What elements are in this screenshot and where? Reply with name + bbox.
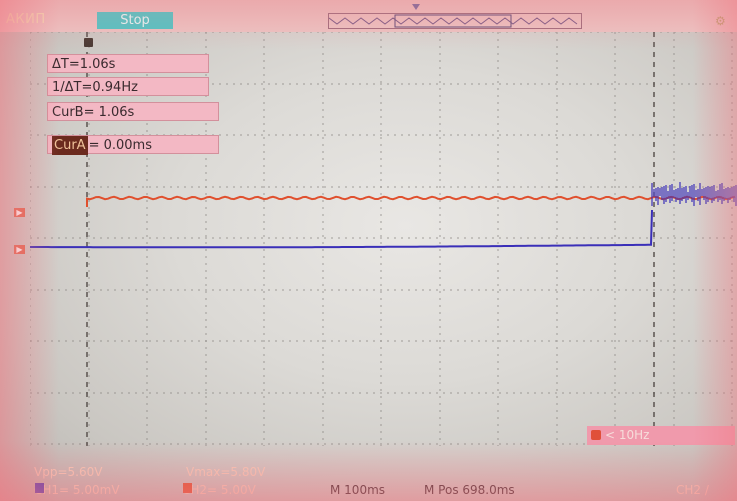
ch1-level-marker[interactable]: ▶ (14, 245, 25, 254)
ch1-swatch-icon (35, 483, 44, 493)
ch2-swatch-icon (183, 483, 192, 493)
inv-delta-t-readout: 1/ΔT=0.94Hz (47, 77, 209, 96)
ch2-trace (86, 195, 736, 207)
cursor-a-readout: CurA = 0.00ms (47, 135, 219, 155)
top-status-bar: АКИП Stop ⚙ (0, 0, 737, 32)
run-stop-button[interactable]: Stop (97, 12, 173, 29)
trigger-source[interactable]: CH2 / (676, 483, 709, 497)
trigger-frequency: < 10Hz (605, 428, 650, 442)
brand-logo: АКИП (6, 12, 46, 27)
cursor-b-readout: CurB= 1.06s (47, 102, 219, 121)
vmax-measurement: Vmax=5.80V (186, 465, 266, 479)
trigger-source-icon (591, 430, 601, 440)
cursor-marker-icon (84, 38, 93, 47)
channel-settings-icon[interactable]: ⚙ (715, 14, 726, 28)
memory-position[interactable]: M Pos 698.0ms (424, 483, 515, 497)
ch2-level-marker[interactable]: ▶ (14, 208, 25, 217)
delta-t-readout: ΔT=1.06s (47, 54, 209, 73)
cursor-a-value: = 0.00ms (88, 138, 152, 153)
timebase[interactable]: M 100ms (330, 483, 386, 497)
vpp-measurement: Vpp=5.60V (34, 465, 103, 479)
trigger-frequency-box: < 10Hz (587, 426, 735, 445)
memory-timeline[interactable] (328, 13, 582, 29)
cursor-a-label: CurA (52, 136, 88, 155)
bottom-status-bar: Vpp=5.60V Vmax=5.80V CH1= 5.00mV CH2= 5.… (34, 465, 709, 497)
trigger-position-icon (412, 4, 420, 10)
ch1-trace (30, 209, 653, 249)
